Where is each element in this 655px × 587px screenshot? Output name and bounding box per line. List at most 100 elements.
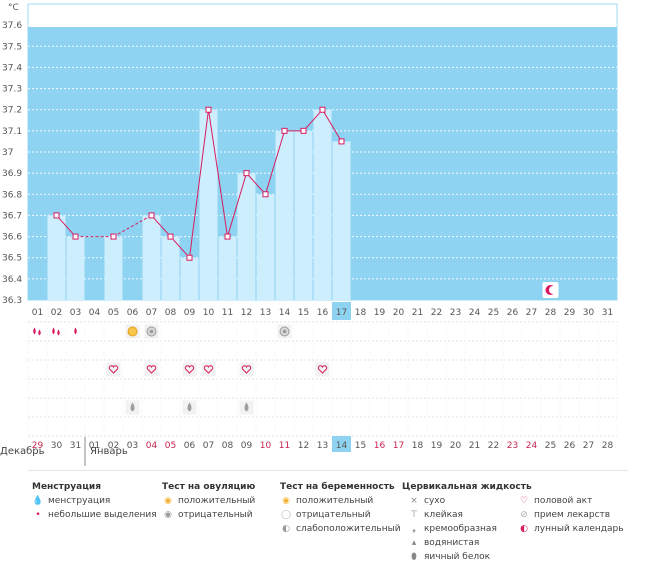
legend-item-lunar: ◐ лунный календарь — [518, 524, 624, 534]
pregnancy-positive-icon: ◉ — [282, 496, 290, 506]
legend-label-medication: прием лекарств — [534, 510, 611, 520]
legend-label-lunar: лунный календарь — [534, 524, 624, 534]
intercourse-cell — [144, 362, 159, 377]
legend-label-pregnancy-negative: отрицательный — [296, 510, 371, 520]
intercourse-cell — [201, 362, 216, 377]
calendar-day-label: 20 — [450, 441, 462, 451]
legend-label-pregnancy-positive: положительный — [296, 496, 374, 506]
temperature-point — [167, 233, 174, 240]
cycle-day-label: 04 — [89, 308, 101, 318]
cycle-day-label: 16 — [317, 308, 329, 318]
light-bleeding-icon — [74, 327, 77, 335]
cycle-day-label: 12 — [241, 308, 252, 318]
cycle-day-label: 23 — [450, 308, 461, 318]
heart-icon — [146, 365, 157, 374]
legend-item-ovulation-positive: ◉ положительный — [162, 496, 255, 506]
calendar-day-label: 22 — [488, 441, 499, 451]
calendar-day-label: 23 — [507, 441, 518, 451]
temperature-point — [110, 233, 117, 240]
legend-label-creamy: кремообразная — [424, 524, 497, 534]
legend-label-intercourse: половой акт — [534, 496, 593, 506]
calendar-day-label: 17 — [393, 441, 404, 451]
cycle-day-label: 19 — [374, 308, 386, 318]
temperature-bar — [332, 141, 351, 300]
calendar-day-label: 27 — [583, 441, 594, 451]
legend-top-divider — [28, 470, 628, 471]
legend-label-ovulation-negative: отрицательный — [178, 510, 253, 520]
temperature-point — [281, 127, 288, 134]
temperature-line-segment — [246, 172, 266, 195]
temperature-line-segment — [189, 109, 209, 258]
legend-label-spotting: небольшие выделения — [48, 510, 157, 520]
cycle-day-label: 26 — [507, 308, 519, 318]
intercourse-cell — [239, 362, 254, 377]
cycle-day-label: 22 — [431, 308, 442, 318]
legend-item-menstruation: 💧 менструация — [32, 496, 110, 506]
y-tick-label: 37 — [2, 148, 13, 158]
watery-drop-icon: ▴ — [411, 538, 417, 548]
cycle-day-highlight — [332, 302, 351, 320]
temperature-bar — [294, 130, 313, 300]
temperature-bar — [142, 215, 161, 300]
legend-label-dry: сухо — [424, 496, 446, 506]
temperature-point — [224, 233, 231, 240]
ovulation-negative-icon-core — [282, 329, 287, 334]
cycle-day-label: 07 — [146, 308, 157, 318]
blood-drop-small-icon: • — [35, 510, 41, 520]
temperature-point — [300, 127, 307, 134]
temperature-point — [338, 138, 345, 145]
calendar-day-label: 26 — [564, 441, 576, 451]
bleeding-drop-icon — [38, 329, 41, 336]
ovulation-positive-icon — [127, 326, 138, 337]
temperature-point — [148, 212, 155, 219]
temperature-point — [205, 106, 212, 113]
legend-item-creamy: ❟ кремообразная — [408, 524, 497, 534]
temperature-line-segment — [113, 214, 152, 238]
cycle-day-label: 11 — [222, 308, 233, 318]
cycle-day-label: 27 — [526, 308, 537, 318]
legend-label-sticky: клейкая — [424, 510, 463, 520]
cycle-day-label: 24 — [469, 308, 481, 318]
calendar-day-label: 13 — [317, 441, 328, 451]
cycle-day-label: 15 — [298, 308, 309, 318]
calendar-day-label: 24 — [526, 441, 538, 451]
cycle-day-label: 17 — [336, 308, 347, 318]
pregnancy-negative-icon: ◯ — [280, 510, 292, 520]
calendar-day-label: 21 — [469, 441, 480, 451]
y-tick-label: 36.3 — [2, 296, 22, 306]
legend-item-watery: ▴ водянистая — [408, 538, 480, 548]
temperature-bar — [313, 109, 332, 300]
calendar-day-label: 08 — [222, 441, 234, 451]
cycle-day-label: 20 — [393, 308, 405, 318]
calendar-day-label: 18 — [412, 441, 424, 451]
lunar-moon-mask — [549, 286, 557, 294]
heart-icon — [108, 365, 119, 374]
legend-item-pregnancy-positive: ◉ положительный — [280, 496, 373, 506]
calendar-day-label: 25 — [545, 441, 556, 451]
legend-label-menstruation: менструация — [48, 496, 111, 506]
temperature-line-segment — [303, 109, 323, 132]
calendar-day-label: 07 — [203, 441, 214, 451]
legend-item-ovulation-negative: ◉ отрицательный — [162, 510, 253, 520]
heart-icon — [203, 365, 214, 374]
cycle-day-label: 14 — [279, 308, 291, 318]
legend-item-medication: ⊘ прием лекарств — [518, 510, 610, 520]
temperature-line-segment — [56, 215, 76, 237]
temperature-point — [262, 191, 269, 198]
calendar-day-highlight — [332, 436, 351, 452]
bleeding-drop-icon — [33, 327, 36, 335]
intercourse-cell — [182, 362, 197, 377]
ovulation-positive-icon: ◉ — [164, 496, 172, 506]
calendar-day-label: 06 — [184, 441, 196, 451]
calendar-day-label: 10 — [260, 441, 272, 451]
cervical-drop-icon — [244, 402, 249, 412]
heart-icon — [184, 365, 195, 374]
cycle-day-label: 01 — [32, 308, 43, 318]
dry-icon: × — [410, 496, 418, 506]
intercourse-cell — [315, 362, 330, 377]
bleeding-drop-icon — [57, 329, 60, 336]
blood-drops-icon: 💧 — [32, 496, 44, 506]
y-tick-label: 36.4 — [2, 275, 22, 285]
temperature-line-segment — [170, 236, 190, 259]
heart-icon — [241, 365, 252, 374]
